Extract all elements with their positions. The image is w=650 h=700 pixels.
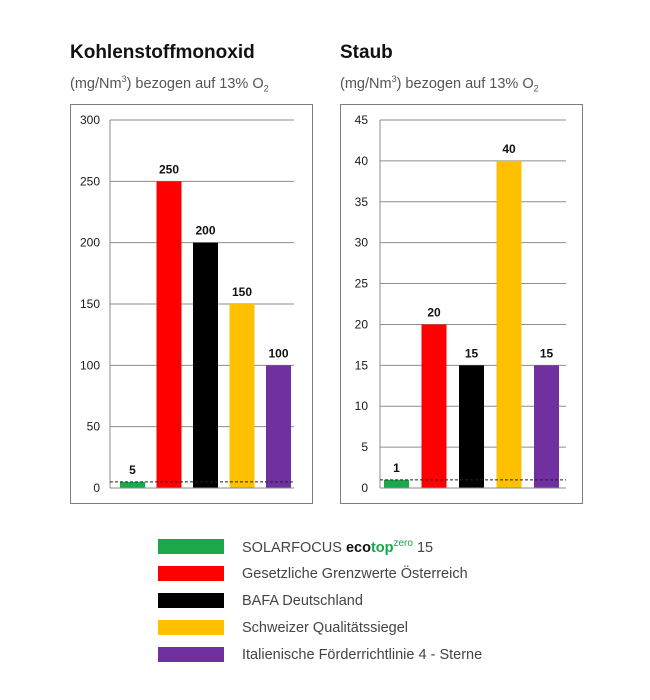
legend-item-solarfocus: SOLARFOCUS ecotopzero 15 <box>158 533 482 560</box>
legend: SOLARFOCUS ecotopzero 15 Gesetzliche Gren… <box>158 533 482 668</box>
chart-2-subtitle: (mg/Nm3) bezogen auf 13% O2 <box>340 74 539 94</box>
chart-1-frame <box>70 104 313 504</box>
chart-2-title: Staub <box>340 42 393 63</box>
y-tick-label: 10 <box>355 399 369 413</box>
y-tick-label: 5 <box>361 440 368 454</box>
bar <box>193 242 218 488</box>
legend-brand: SOLARFOCUS <box>242 539 346 556</box>
bar-data-label: 1 <box>393 461 400 475</box>
bar-data-label: 200 <box>195 224 215 238</box>
y-tick-label: 300 <box>80 113 100 127</box>
bar-data-label: 100 <box>268 346 288 360</box>
legend-item-schweiz: Schweizer Qualitätssiegel <box>158 614 482 641</box>
y-tick-label: 35 <box>355 195 369 209</box>
legend-eco: eco <box>345 539 371 556</box>
legend-zero: zero <box>393 537 413 549</box>
legend-label: BAFA Deutschland <box>242 592 363 609</box>
bar-data-label: 250 <box>159 162 179 176</box>
bar <box>534 365 559 488</box>
chart-1-title: Kohlenstoffmonoxid <box>70 42 255 63</box>
legend-swatch <box>158 539 224 554</box>
y-tick-label: 100 <box>80 358 100 372</box>
legend-swatch <box>158 647 224 662</box>
y-tick-label: 45 <box>355 113 369 127</box>
legend-label: Italienische Förderrichtlinie 4 - Sterne <box>242 646 483 663</box>
bar <box>384 479 409 488</box>
bar <box>421 324 447 488</box>
y-tick-label: 200 <box>80 236 100 250</box>
bar <box>229 304 255 488</box>
legend-swatch <box>158 566 224 581</box>
legend-label: Gesetzliche Grenzwerte Österreich <box>242 565 468 582</box>
y-tick-label: 0 <box>361 481 368 495</box>
bar <box>266 365 291 488</box>
bar-data-label: 15 <box>465 346 479 360</box>
bar <box>120 481 145 488</box>
chart-2-frame <box>340 104 583 504</box>
bar <box>496 160 522 488</box>
bar-data-label: 40 <box>502 142 516 156</box>
legend-label: Schweizer Qualitätssiegel <box>242 619 409 636</box>
y-tick-label: 150 <box>80 297 100 311</box>
legend-swatch <box>158 620 224 635</box>
y-tick-label: 50 <box>87 420 101 434</box>
legend-item-italien: Italienische Förderrichtlinie 4 - Sterne <box>158 641 482 668</box>
bar <box>459 365 484 488</box>
y-tick-label: 20 <box>355 317 369 331</box>
legend-top: top <box>370 539 394 556</box>
bar-data-label: 20 <box>427 305 441 319</box>
y-tick-label: 25 <box>355 277 369 291</box>
bar-data-label: 150 <box>232 285 252 299</box>
chart-1-subtitle: (mg/Nm3) bezogen auf 13% O2 <box>70 74 269 94</box>
y-tick-label: 40 <box>355 154 369 168</box>
legend-item-oesterreich: Gesetzliche Grenzwerte Österreich <box>158 560 482 587</box>
legend-item-bafa: BAFA Deutschland <box>158 587 482 614</box>
bar-data-label: 15 <box>540 346 554 360</box>
bar <box>156 181 182 489</box>
legend-label: SOLARFOCUS ecotopzero 15 <box>242 538 433 556</box>
y-tick-label: 15 <box>355 358 369 372</box>
legend-suffix: 15 <box>416 539 434 556</box>
y-tick-label: 30 <box>355 236 369 250</box>
y-tick-label: 250 <box>80 174 100 188</box>
bar-data-label: 5 <box>129 463 136 477</box>
y-tick-label: 0 <box>93 481 100 495</box>
legend-swatch <box>158 593 224 608</box>
